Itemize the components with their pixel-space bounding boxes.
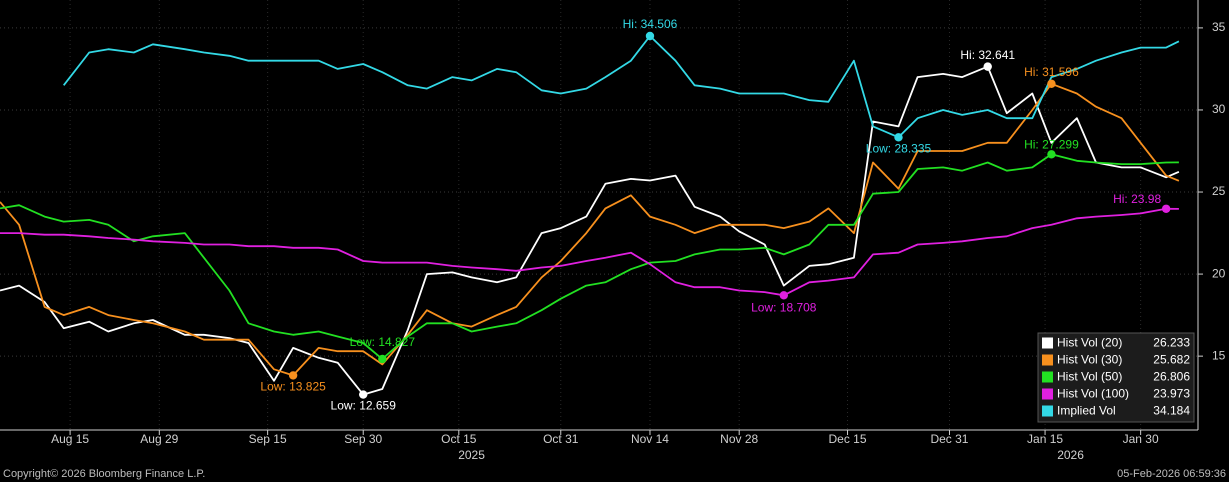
legend-label: Hist Vol (20) [1057, 336, 1122, 350]
annotation-dot [288, 371, 298, 380]
annotation-label: Low: 18.708 [751, 300, 817, 314]
legend-value: 26.806 [1153, 370, 1190, 384]
annotation-dot [1047, 79, 1056, 88]
x-tick-label: Nov 14 [631, 432, 669, 446]
x-tick-label: Jan 15 [1027, 432, 1063, 446]
x-tick-label: Sep 15 [249, 432, 287, 446]
series-line [0, 65, 1180, 396]
legend-box [1037, 332, 1195, 423]
timestamp: 05-Feb-2026 06:59:36 [1117, 468, 1226, 480]
annotation-label: Hi: 27.299 [1024, 137, 1079, 151]
series-line [0, 207, 1179, 297]
x-tick-label: Nov 28 [720, 432, 758, 446]
annotation-dot [779, 291, 788, 300]
legend-label: Hist Vol (100) [1057, 387, 1129, 401]
legend-swatch [1042, 388, 1053, 400]
x-tick-label: Dec 15 [829, 432, 867, 446]
series-line [0, 153, 1179, 360]
legend-label: Implied Vol [1057, 404, 1116, 418]
series-line [62, 35, 1180, 139]
x-tick-label: Oct 15 [441, 432, 477, 446]
annotation-label: Low: 14.827 [350, 335, 416, 349]
legend-swatch [1042, 405, 1053, 417]
x-tick-label: Dec 31 [930, 432, 968, 446]
x-tick-label: Sep 30 [344, 432, 382, 446]
annotation-label: Hi: 31.596 [1024, 65, 1079, 79]
annotation-dot [378, 354, 387, 364]
legend-value: 25.682 [1153, 353, 1190, 367]
annotation-label: Low: 12.659 [331, 399, 397, 413]
annotation-dot [645, 31, 655, 41]
series-line [0, 82, 1180, 377]
y-tick-label: 15 [1212, 348, 1226, 362]
annotation-dot [1161, 204, 1171, 213]
legend-swatch [1042, 337, 1053, 349]
annotation-dot [983, 62, 992, 71]
x-tick-label: Jan 30 [1123, 432, 1159, 446]
legend-swatch [1042, 354, 1053, 366]
legend-swatch [1042, 371, 1053, 383]
annotation-label: Hi: 32.641 [960, 48, 1015, 62]
y-tick-label: 35 [1212, 20, 1226, 34]
legend: Hist Vol (20) 26.233 Hist Vol (30) 25.682 Hi… [1037, 332, 1195, 423]
legend-value: 26.233 [1153, 336, 1190, 350]
copyright: Copyright© 2026 Bloomberg Finance L.P. [3, 468, 205, 480]
legend-label: Hist Vol (50) [1057, 370, 1122, 384]
x-tick-label: Aug 29 [140, 432, 178, 446]
year-label: 2026 [1057, 448, 1084, 462]
x-tick-label: Oct 31 [543, 432, 579, 446]
y-tick-label: 25 [1212, 184, 1226, 198]
legend-value: 23.973 [1153, 387, 1190, 401]
y-tick-label: 30 [1212, 102, 1226, 116]
year-label: 2025 [458, 448, 485, 462]
annotation-label: Low: 13.825 [260, 380, 326, 394]
y-tick-label: 20 [1212, 266, 1226, 280]
annotation-label: Hi: 34.506 [623, 17, 678, 31]
annotation-dot [1047, 150, 1056, 159]
annotation-dot [359, 390, 368, 399]
annotation-label: Hi: 23.98 [1113, 192, 1161, 206]
legend-value: 34.184 [1153, 404, 1190, 418]
x-tick-label: Aug 15 [51, 432, 89, 446]
legend-label: Hist Vol (30) [1057, 353, 1122, 367]
annotation-dot [894, 133, 903, 142]
annotation-label: Low: 28.335 [866, 141, 932, 155]
